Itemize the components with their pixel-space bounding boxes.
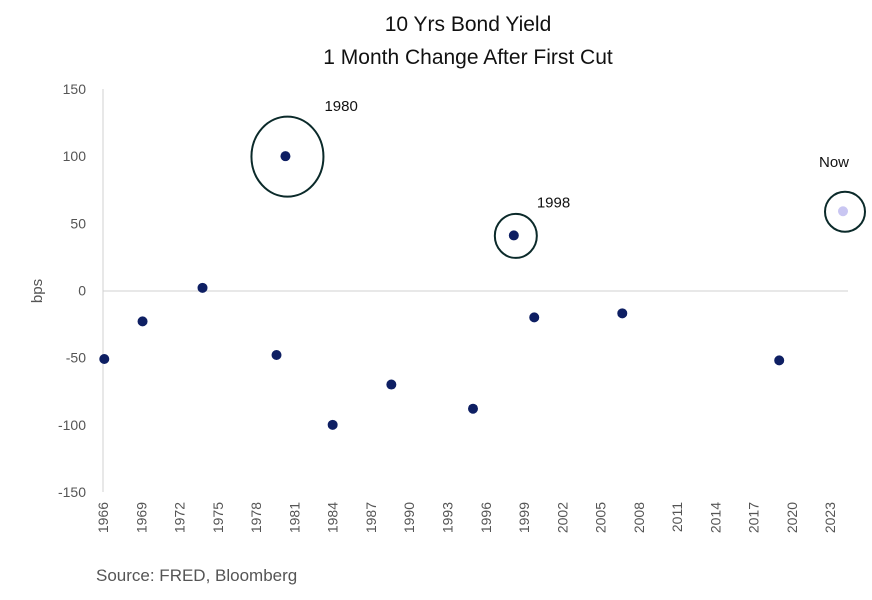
x-tick-labels: 1966 1969 1972 1975 1978 1981 1984 1987 1990 1993… [95, 502, 838, 533]
y-tick-labels: 150 100 50 0 -50 -100 -150 [58, 81, 86, 500]
x-tick-label: 1975 [210, 502, 226, 533]
x-tick-label: 1993 [439, 502, 455, 533]
annotation-label: Now [819, 154, 849, 171]
x-tick-label: 2005 [593, 502, 609, 533]
x-tick-label: 1972 [172, 502, 188, 533]
y-tick-label: 150 [63, 81, 87, 97]
x-tick-label: 1978 [248, 502, 264, 533]
y-tick-label: -100 [58, 417, 86, 433]
annotation-label: 1980 [324, 98, 357, 115]
data-point [386, 379, 397, 390]
data-points [99, 151, 848, 430]
x-tick-label: 1996 [478, 502, 494, 533]
chart-title: 10 Yrs Bond Yield [385, 13, 552, 36]
y-tick-label: -150 [58, 484, 86, 500]
y-tick-label: 100 [63, 148, 87, 164]
annotation-labels: 1980 1998 Now [324, 98, 849, 211]
annotation-circles [250, 115, 866, 259]
y-axis-label: bps [29, 279, 46, 303]
x-tick-label: 2017 [746, 502, 762, 533]
data-point [99, 354, 110, 365]
x-tick-label: 1990 [401, 502, 417, 533]
x-tick-label: 1984 [325, 502, 341, 533]
x-tick-label: 1987 [363, 502, 379, 533]
annotation-label: 1998 [537, 194, 570, 211]
source-note: Source: FRED, Bloomberg [96, 566, 298, 585]
y-tick-label: 50 [70, 215, 86, 231]
data-point [468, 403, 478, 414]
scatter-chart: 10 Yrs Bond Yield 1 Month Change After F… [29, 13, 866, 533]
chart-subtitle: 1 Month Change After First Cut [323, 46, 613, 69]
x-tick-label: 2020 [784, 502, 800, 533]
data-point [327, 419, 338, 430]
x-tick-label: 1999 [516, 502, 532, 533]
annotation-circle [824, 190, 866, 233]
data-point [280, 151, 291, 162]
data-point [617, 308, 628, 319]
x-tick-label: 2002 [554, 502, 570, 533]
x-tick-label: 1969 [133, 502, 149, 533]
y-tick-label: -50 [66, 350, 86, 366]
highlighted-point [838, 206, 848, 217]
x-tick-label: 2011 [669, 502, 685, 532]
y-tick-label: 0 [78, 283, 86, 299]
data-point [774, 355, 785, 366]
x-tick-label: 1981 [286, 502, 302, 533]
annotation-circle [493, 212, 538, 259]
data-point [271, 349, 282, 360]
x-tick-label: 1966 [95, 502, 111, 533]
x-tick-label: 2014 [707, 502, 723, 533]
data-point [508, 230, 519, 241]
data-point [197, 282, 208, 293]
data-point [137, 316, 148, 327]
x-tick-label: 2008 [631, 502, 647, 533]
data-point [529, 312, 540, 323]
annotation-circle [250, 115, 325, 198]
x-tick-label: 2023 [822, 502, 838, 533]
